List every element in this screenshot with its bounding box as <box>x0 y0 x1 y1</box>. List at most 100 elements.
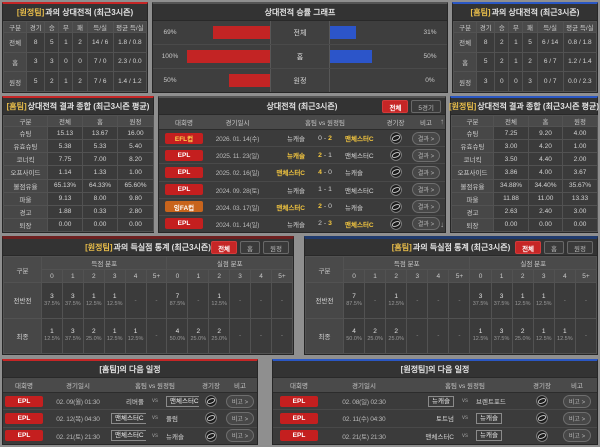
note-button[interactable]: 비고 > <box>225 394 255 408</box>
filter-button-2[interactable]: 5경기 <box>411 100 441 113</box>
header-row: 구분 전체 홈 원정 <box>3 115 154 127</box>
cell: 7.75 <box>47 152 83 167</box>
panel-goals-away: [홈팀] 과의 득실점 통계 (최근3시즌) 전체 홈 원정 구분 득점 분포 실점 분포… <box>304 236 598 355</box>
stadium-icon[interactable] <box>199 395 223 407</box>
filter-button-3[interactable]: 원정 <box>263 241 289 254</box>
result-button[interactable]: 결과 > <box>411 131 441 145</box>
stadium-icon[interactable] <box>527 412 557 425</box>
goal-cell: - <box>574 282 598 319</box>
column-header-teams: 홈팀 vs 원정팀 <box>444 383 485 390</box>
note-button[interactable]: 비고 > <box>562 429 592 443</box>
away-team-label: 뉴캐슬 <box>476 412 502 424</box>
goal-percent: 87.5% <box>169 300 186 307</box>
match-row: EPL 2025. 11. 23(일) 뉴캐슬 2-1 맨체스터C 결과 > <box>159 147 445 165</box>
away-team-label: 맨체스터C <box>166 395 199 407</box>
goal-bucket-header: 4 <box>427 269 450 283</box>
result-button[interactable]: 결과 > <box>411 183 441 197</box>
filter-button-2[interactable]: 홈 <box>544 241 565 254</box>
row-label: 오프사이드 <box>3 165 48 180</box>
filter-button-1[interactable]: 전체 <box>382 100 409 113</box>
schedule-list-home: 대회명 경기일시 홈팀 vs 원정팀 경기장 비고 EPL 02. 09(월) 01:30 리… <box>3 378 257 444</box>
vs-label: vs <box>462 398 468 405</box>
note-button[interactable]: 비고 > <box>225 411 255 425</box>
note-button[interactable]: 비고 > <box>225 429 255 443</box>
panel-h2h-vs-awayteam: [원정팀] 과의 상대전적 (최근3시즌) 구분 경기 승 무 패 득/실 평균 득/실 전체 8… <box>2 2 148 93</box>
note-button[interactable]: 비고 > <box>562 411 592 425</box>
result-button[interactable]: 결과 > <box>411 217 441 231</box>
scroll-up-icon[interactable]: ↑ <box>440 117 444 126</box>
column-header: 구분 <box>452 21 478 33</box>
panel-title: 상대전적 (최근3시즌) 전체 5경기 <box>159 98 445 115</box>
schedule-row: EPL 02. 08(일) 02:30 뉴캐슬 vs 브렌트포드 비고 > <box>273 393 597 411</box>
table-row: 전반전 3 37.5% 3 37.5% 1 12.5% 1 12.5% - -7 87.5% -1 12.… <box>3 282 294 319</box>
goal-count: 1 <box>394 292 398 300</box>
goal-cell: 2 25.0% <box>511 317 534 354</box>
left-bar-area <box>187 69 270 92</box>
home-team-name: 뉴캐슬 <box>287 136 305 144</box>
panel-title: [홈팀] 과의 득실점 통계 (최근3시즌) 전체 홈 원정 <box>305 239 597 256</box>
away-score: 1 <box>328 151 332 159</box>
cell: 0.00 <box>47 217 83 233</box>
score-separator: - <box>323 168 327 176</box>
stadium-icon[interactable] <box>527 395 557 407</box>
note-button[interactable]: 비고 > <box>562 394 592 408</box>
cell: 13.33 <box>562 191 598 206</box>
row-label: 전반전 <box>3 282 42 319</box>
goal-percent: 37.5% <box>493 336 510 343</box>
filter-button-3[interactable]: 원정 <box>567 241 593 254</box>
match-score: 2-1 <box>307 152 343 159</box>
away-team-name: 뉴캐슬 <box>345 170 363 178</box>
table-row: 전체 8 2 1 5 6 / 14 0.8 / 1.8 <box>452 32 598 53</box>
table-row: 파울 11.88 11.00 13.33 <box>451 191 598 206</box>
goal-percent: 12.5% <box>106 336 123 343</box>
result-button[interactable]: 결과 > <box>411 200 441 214</box>
cell: 8 <box>476 32 496 53</box>
stadium-icon[interactable] <box>384 183 407 196</box>
goal-bucket-header: 3 <box>229 269 252 283</box>
stadium-icon[interactable] <box>199 430 223 442</box>
goals-table: 구분 득점 분포 실점 분포 0 1 2 3 4 5+ 0 1 2 3 4 5+ 전반전 3 37.5% 3 37.5… <box>3 256 294 354</box>
filter-button-2[interactable]: 홈 <box>240 241 261 254</box>
goal-cell: - <box>187 282 210 319</box>
stadium-icon[interactable] <box>199 412 223 425</box>
stadium-icon[interactable] <box>384 166 407 179</box>
column-header-label: 구분 <box>3 256 42 283</box>
cell: 5.38 <box>47 139 83 154</box>
goal-percent: 37.5% <box>44 300 60 307</box>
stadium-icon[interactable] <box>384 149 407 162</box>
cell: 2.40 <box>528 204 563 219</box>
match-score: 0-2 <box>307 135 343 142</box>
goal-count: 3 <box>499 328 504 336</box>
goal-percent: 12.5% <box>211 300 227 307</box>
cell: 64.33% <box>82 178 118 193</box>
stadium-icon[interactable] <box>527 430 557 442</box>
stadium-icon[interactable] <box>384 132 407 144</box>
stadium-icon[interactable] <box>384 200 407 213</box>
stadium-icon[interactable] <box>384 218 407 230</box>
goal-bucket-header: 0 <box>166 269 189 283</box>
filter-button-1[interactable]: 전체 <box>211 241 238 254</box>
cell: 0.00 <box>117 217 154 233</box>
filter-button-1[interactable]: 전체 <box>515 241 542 254</box>
row-label: 최종 <box>305 317 344 354</box>
goal-count: 1 <box>563 328 567 336</box>
column-header-league: 대회명 <box>290 383 308 390</box>
goal-count: 4 <box>175 328 180 336</box>
match-datetime: 02. 21(토) 21:30 <box>342 433 386 441</box>
schedule-row: EPL 02. 21(토) 21:30 맨체스터C vs 뉴캐슬 비고 > <box>3 427 257 444</box>
result-button[interactable]: 결과 > <box>411 148 441 162</box>
row-label: 전체 <box>452 32 478 53</box>
cell: 0.33 <box>82 204 118 219</box>
league-badge: EPL <box>280 430 318 442</box>
conceded-group-header: 실점 분포 <box>166 256 293 270</box>
result-button[interactable]: 결과 > <box>411 165 441 179</box>
scroll-down-icon[interactable]: ↓ <box>440 220 444 229</box>
table-row: 최종 1 12.5% 3 37.5% 2 25.0% 1 12.5% 1 12.5% -4 50.0% 2… <box>3 317 294 354</box>
cell: 7 / 0 <box>86 51 114 73</box>
cell: 3.00 <box>562 204 598 219</box>
column-header: 구분 <box>3 115 48 127</box>
goals-table-home: 구분 득점 분포 실점 분포 0 1 2 3 4 5+ 0 1 2 3 4 5+ 전반전 3 37.5% 3 37.5… <box>3 256 294 354</box>
row-label: 경고 <box>451 204 494 219</box>
home-team-label: 토트넘 <box>436 416 454 424</box>
column-header-stadium: 경기장 <box>386 120 405 127</box>
